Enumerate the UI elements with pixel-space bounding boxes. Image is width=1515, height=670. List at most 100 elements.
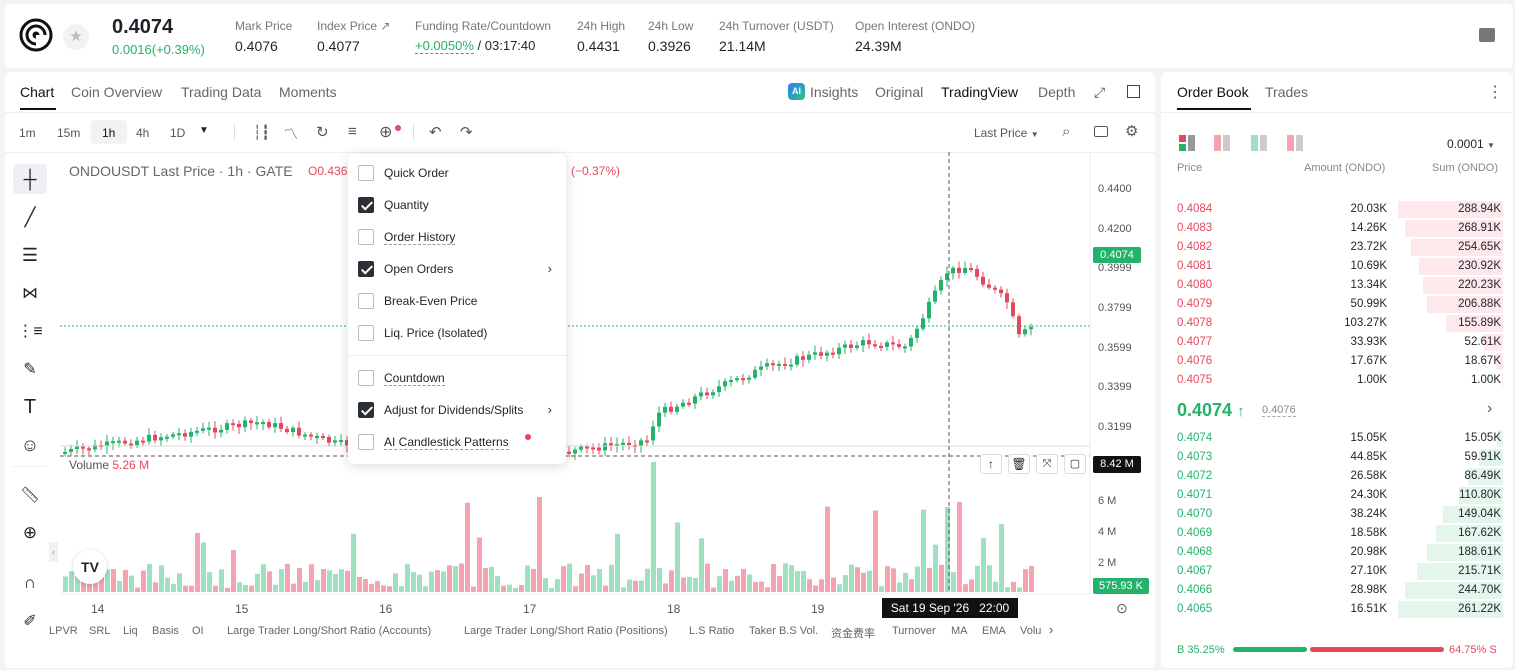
depth-view-button[interactable]: Depth: [1038, 84, 1076, 100]
settings-gear-icon[interactable]: ⚙: [1125, 123, 1139, 140]
indicator-trader-positions[interactable]: Large Trader Long/Short Ratio (Positions…: [464, 625, 668, 637]
insights-button[interactable]: Insights: [810, 84, 859, 100]
ask-row[interactable]: 0.4084 20.03K 288.94K: [1177, 200, 1503, 219]
ask-row[interactable]: 0.4075 1.00K 1.00K: [1177, 371, 1503, 390]
pencil-lock-icon[interactable]: ✐: [23, 613, 37, 630]
trend-line-icon[interactable]: ╱: [24, 206, 36, 227]
text-tool-icon[interactable]: T: [23, 395, 37, 418]
indicator-taker-vol[interactable]: Taker B.S Vol.: [749, 625, 819, 637]
tab-trading-data[interactable]: Trading Data: [181, 84, 262, 100]
interval-4h[interactable]: 4h: [136, 126, 150, 140]
emoji-icon[interactable]: ☺: [20, 434, 40, 455]
tab-moments[interactable]: Moments: [279, 84, 337, 100]
ask-row[interactable]: 0.4083 14.26K 268.91K: [1177, 219, 1503, 238]
replay-icon[interactable]: ↻: [316, 124, 329, 141]
tab-order-book[interactable]: Order Book: [1177, 84, 1249, 100]
ask-row[interactable]: 0.4076 17.67K 18.67K: [1177, 352, 1503, 371]
indicator-ema[interactable]: EMA: [982, 625, 1006, 637]
bid-row[interactable]: 0.4069 18.58K 167.62K: [1177, 524, 1503, 543]
tradingview-button[interactable]: TradingView: [941, 84, 1019, 100]
tab-chart[interactable]: Chart: [20, 84, 55, 100]
undo-icon[interactable]: ↶: [429, 124, 442, 141]
prediction-icon[interactable]: ⋮≡: [17, 323, 43, 340]
ask-row[interactable]: 0.4082 23.72K 254.65K: [1177, 238, 1503, 257]
menu-ai-patterns[interactable]: AI Candlestick Patterns: [358, 432, 558, 452]
view-asks-icon[interactable]: [1214, 135, 1230, 151]
zoom-in-icon[interactable]: ⊕: [22, 523, 38, 542]
view-ratio-icon[interactable]: [1287, 135, 1303, 151]
menu-adjust-dividends[interactable]: Adjust for Dividends/Splits ›: [358, 400, 558, 420]
menu-quantity[interactable]: Quantity: [358, 195, 558, 215]
search-icon[interactable]: ⌕: [1062, 123, 1071, 140]
bid-row[interactable]: 0.4068 20.98K 188.61K: [1177, 543, 1503, 562]
ruler-icon[interactable]: 📏︎: [19, 487, 41, 504]
indicator-oi[interactable]: OI: [192, 625, 204, 637]
bid-row[interactable]: 0.4072 26.58K 86.49K: [1177, 467, 1503, 486]
indicator-basis[interactable]: Basis: [152, 625, 179, 637]
maximize-pane-icon[interactable]: ▢: [1064, 454, 1086, 474]
index-price-label[interactable]: Index Price ↗: [317, 19, 391, 33]
checkbox[interactable]: [358, 370, 374, 386]
expand-icon[interactable]: ⤢: [1094, 84, 1106, 100]
indicator-ls-ratio[interactable]: L.S Ratio: [689, 625, 735, 637]
view-bids-icon[interactable]: [1251, 135, 1267, 151]
magnet-icon[interactable]: ∩: [23, 573, 37, 592]
menu-liq-price[interactable]: Liq. Price (Isolated): [358, 323, 558, 343]
indicators-icon[interactable]: 〽: [284, 126, 298, 142]
indicator-ma[interactable]: MA: [951, 625, 968, 637]
original-view-button[interactable]: Original: [875, 84, 924, 100]
ask-row[interactable]: 0.4079 50.99K 206.88K: [1177, 295, 1503, 314]
pattern-icon[interactable]: ⋈: [22, 285, 38, 302]
price-type-select[interactable]: Last Price ▼: [974, 126, 1039, 140]
candle-type-icon[interactable]: ┆┇: [253, 124, 270, 140]
favorite-star-icon[interactable]: ★: [63, 24, 89, 50]
crosshair-icon[interactable]: ┼: [13, 164, 47, 194]
collapse-icon[interactable]: ⤧: [1036, 454, 1058, 474]
bid-row[interactable]: 0.4074 15.05K 15.05K: [1177, 429, 1503, 448]
checkbox[interactable]: [358, 261, 374, 277]
precision-select[interactable]: 0.0001 ▼: [1447, 137, 1495, 151]
bid-row[interactable]: 0.4073 44.85K 59.91K: [1177, 448, 1503, 467]
add-icon[interactable]: ⊕: [379, 124, 393, 141]
checkbox[interactable]: [358, 402, 374, 418]
ask-row[interactable]: 0.4078 103.27K 155.89K: [1177, 314, 1503, 333]
indicator-funding[interactable]: 资金费率: [831, 628, 875, 640]
bid-row[interactable]: 0.4065 16.51K 261.22K: [1177, 600, 1503, 619]
chart-settings-icon[interactable]: ⊙: [1116, 600, 1128, 616]
templates-icon[interactable]: ≡: [348, 123, 357, 140]
chevron-right-icon[interactable]: ›: [1487, 400, 1493, 417]
window-icon[interactable]: [1127, 85, 1140, 98]
menu-open-orders[interactable]: Open Orders ›: [358, 259, 558, 279]
menu-order-history[interactable]: Order History: [358, 227, 558, 247]
indicator-turnover[interactable]: Turnover: [892, 625, 936, 637]
menu-countdown[interactable]: Countdown: [358, 368, 558, 388]
book-icon[interactable]: [1479, 28, 1495, 42]
fib-lines-icon[interactable]: ☰: [21, 244, 39, 265]
indicator-volume[interactable]: Volu: [1020, 625, 1042, 637]
price-chart[interactable]: [5, 152, 1155, 668]
interval-1d[interactable]: 1D: [170, 126, 186, 140]
more-options-icon[interactable]: ⋮: [1487, 84, 1503, 101]
bid-row[interactable]: 0.4070 38.24K 149.04K: [1177, 505, 1503, 524]
indicator-liq[interactable]: Liq: [123, 625, 138, 637]
delete-icon[interactable]: 🗑︎: [1008, 454, 1030, 474]
tradingview-logo-icon[interactable]: TV: [73, 550, 107, 584]
interval-1h[interactable]: 1h: [102, 126, 116, 140]
view-both-icon[interactable]: [1179, 135, 1195, 151]
tab-coin-overview[interactable]: Coin Overview: [71, 84, 163, 100]
checkbox[interactable]: [358, 165, 374, 181]
checkbox[interactable]: [358, 197, 374, 213]
indicator-lpvr[interactable]: LPVR: [49, 625, 78, 637]
ask-row[interactable]: 0.4080 13.34K 220.23K: [1177, 276, 1503, 295]
ask-row[interactable]: 0.4077 33.93K 52.61K: [1177, 333, 1503, 352]
interval-dropdown-icon[interactable]: ▼: [199, 125, 209, 136]
bid-row[interactable]: 0.4071 24.30K 110.80K: [1177, 486, 1503, 505]
chevron-right-icon[interactable]: ›: [1049, 622, 1054, 637]
checkbox[interactable]: [358, 293, 374, 309]
menu-quick-order[interactable]: Quick Order: [358, 163, 558, 183]
bid-row[interactable]: 0.4067 27.10K 215.71K: [1177, 562, 1503, 581]
menu-break-even[interactable]: Break-Even Price: [358, 291, 558, 311]
checkbox[interactable]: [358, 229, 374, 245]
redo-icon[interactable]: ↷: [460, 124, 473, 141]
move-up-icon[interactable]: ↑: [980, 454, 1002, 474]
